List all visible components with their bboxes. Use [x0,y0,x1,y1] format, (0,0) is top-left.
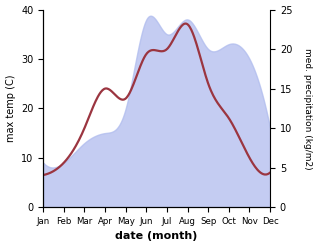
Y-axis label: max temp (C): max temp (C) [5,75,16,142]
Y-axis label: med. precipitation (kg/m2): med. precipitation (kg/m2) [303,48,313,169]
X-axis label: date (month): date (month) [115,231,198,242]
